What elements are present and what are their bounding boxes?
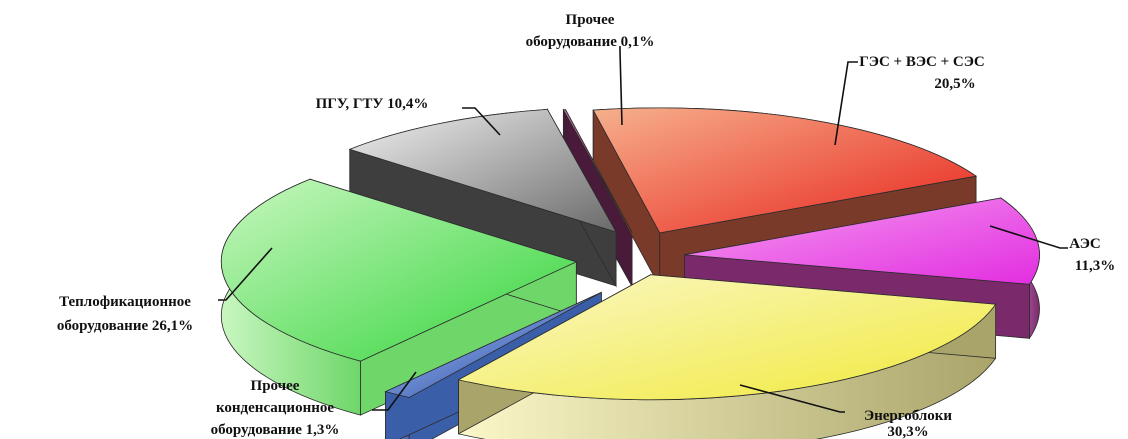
leader-line-6: [619, 46, 623, 126]
slice-labels: ГЭС + ВЭС + СЭС 20,5% АЭС 11,3% Энергоблоки3…: [57, 12, 1115, 439]
leader-line-0: [834, 61, 858, 146]
slice-0: [592, 107, 978, 234]
slice-label-1-line-1: 11,3%: [1075, 258, 1115, 274]
leader-lines: [218, 46, 1068, 413]
slice-label-1-line-0: АЭС: [1069, 236, 1100, 252]
leader-line-3: [372, 371, 417, 411]
slice-label-2-line-1: 30,3%: [887, 424, 928, 439]
slice-label-4-line-1: оборудование 26,1%: [57, 318, 193, 334]
slice-label-3-line-2: оборудование 1,3%: [211, 422, 340, 438]
slice-2: [457, 274, 997, 401]
slice-tops: [220, 107, 1040, 401]
slice-label-0-line-1: 20,5%: [934, 76, 975, 92]
slice-label-3-line-1: конденсационное: [216, 400, 334, 416]
slice-label-0-line-0: ГЭС + ВЭС + СЭС: [859, 54, 985, 70]
slice-3: [384, 291, 602, 398]
slice-6: [562, 109, 633, 233]
slice-label-5-line-0: ПГУ, ГТУ 10,4%: [316, 96, 429, 112]
leader-line-5: [462, 107, 501, 136]
slice-label-6-line-0: Прочее: [566, 12, 615, 28]
leader-line-1: [989, 225, 1068, 249]
leader-line-4: [218, 247, 273, 301]
slice-label-6-line-1: оборудование 0,1%: [526, 34, 655, 50]
slice-4: [220, 178, 578, 362]
slice-label-4-line-0: Теплофикационное: [59, 294, 191, 310]
slice-label-3-line-0: Прочее: [251, 378, 300, 394]
slice-5: [348, 108, 617, 233]
leader-line-2: [739, 384, 845, 413]
slice-label-2-line-0: Энергоблоки: [864, 408, 952, 424]
